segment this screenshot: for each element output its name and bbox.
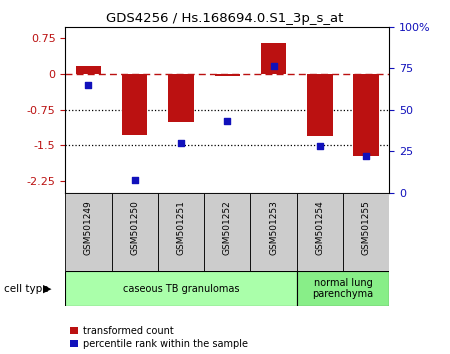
Text: GSM501255: GSM501255 xyxy=(362,200,371,256)
Bar xyxy=(76,65,101,74)
Point xyxy=(177,140,184,146)
Bar xyxy=(215,74,240,76)
Bar xyxy=(65,271,297,306)
Text: GSM501253: GSM501253 xyxy=(269,200,278,256)
Bar xyxy=(168,74,194,122)
Point xyxy=(316,143,324,149)
Bar xyxy=(261,43,286,74)
Text: GDS4256 / Hs.168694.0.S1_3p_s_at: GDS4256 / Hs.168694.0.S1_3p_s_at xyxy=(106,12,344,25)
Text: caseous TB granulomas: caseous TB granulomas xyxy=(123,284,239,293)
Text: GSM501249: GSM501249 xyxy=(84,201,93,255)
Bar xyxy=(112,193,158,271)
Bar xyxy=(307,74,333,136)
Text: GSM501252: GSM501252 xyxy=(223,201,232,255)
Bar xyxy=(65,193,112,271)
Bar xyxy=(353,74,379,156)
Point xyxy=(85,82,92,88)
Bar xyxy=(122,74,148,135)
Text: normal lung
parenchyma: normal lung parenchyma xyxy=(312,278,373,299)
Point xyxy=(270,64,277,69)
Text: GSM501250: GSM501250 xyxy=(130,200,139,256)
Bar xyxy=(204,193,250,271)
Bar xyxy=(343,193,389,271)
Point xyxy=(224,119,231,124)
Bar xyxy=(297,271,389,306)
Text: ▶: ▶ xyxy=(43,284,51,293)
Text: GSM501251: GSM501251 xyxy=(176,200,185,256)
Text: GSM501254: GSM501254 xyxy=(315,201,324,255)
Bar xyxy=(158,193,204,271)
Text: cell type: cell type xyxy=(4,284,49,293)
Legend: transformed count, percentile rank within the sample: transformed count, percentile rank withi… xyxy=(70,326,248,349)
Bar xyxy=(297,193,343,271)
Point xyxy=(363,154,370,159)
Bar xyxy=(250,193,297,271)
Point xyxy=(131,177,138,182)
